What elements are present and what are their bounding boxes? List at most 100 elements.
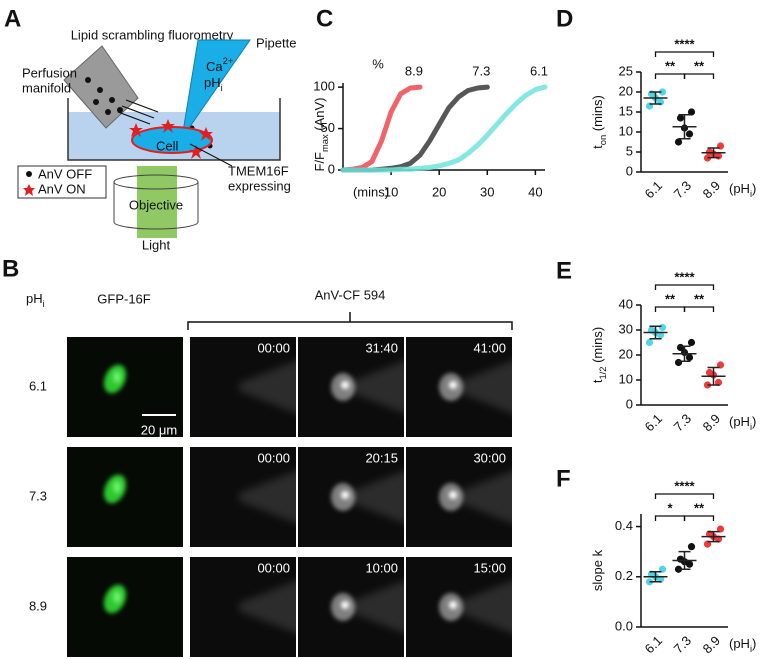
timestamp: 00:00	[257, 560, 290, 575]
significance-bracket	[683, 73, 715, 79]
panel-letter: E	[556, 257, 572, 284]
micrograph-bg	[67, 447, 183, 547]
category-label: 8.9	[700, 411, 723, 434]
x-unit: (pHi)	[729, 636, 756, 654]
y-axis-label-part: (AnV)	[312, 98, 327, 135]
ph-label: pHi	[204, 75, 223, 93]
panel-letter: C	[316, 5, 333, 32]
x-tick-label: 30	[480, 184, 494, 199]
data-point	[685, 353, 694, 362]
legend-box	[17, 165, 107, 199]
pipette-haze	[347, 360, 404, 414]
x-tick-label: 20	[432, 184, 446, 199]
x-tick-label: 10	[384, 184, 398, 199]
error-bar	[649, 91, 662, 105]
x-unit-part: )	[752, 181, 756, 196]
timestamp: 31:40	[365, 340, 398, 355]
tmem-label: TMEM16F	[228, 163, 289, 178]
y-axis-label: t1/2 (mins)	[590, 327, 608, 383]
legend-star	[23, 184, 35, 196]
gfp-core	[113, 591, 121, 603]
x-unit: (pHi)	[729, 414, 756, 432]
gfp-core	[113, 371, 121, 383]
micrograph: 00:00	[190, 337, 296, 437]
significance-bracket	[683, 306, 715, 312]
objective-body	[113, 182, 199, 230]
micrograph: 31:40	[298, 337, 404, 437]
micrograph: 30:00	[406, 447, 512, 547]
series-line	[340, 84, 548, 173]
y-tick-label: 40	[619, 296, 633, 311]
significance-label: **	[694, 500, 705, 515]
tmem-label: expressing	[228, 178, 291, 193]
category-label: 6.1	[642, 178, 665, 201]
micrograph	[67, 337, 183, 437]
y-axis-label-part: t	[590, 145, 605, 149]
data-point	[676, 343, 685, 352]
row-label: 8.9	[29, 598, 47, 613]
y-unit: %	[372, 56, 384, 71]
dish	[67, 98, 281, 161]
row-label: 6.1	[29, 378, 47, 393]
pipette-haze	[455, 470, 512, 524]
gfp-core	[113, 481, 121, 493]
y-tick-label: 0	[626, 163, 633, 178]
anv-spot	[341, 601, 349, 609]
significance-bracket	[654, 493, 715, 499]
anv-spot	[449, 601, 457, 609]
y-tick-label: 10	[619, 123, 633, 138]
manifold-label: Perfusion	[22, 65, 77, 80]
y-tick-label: 100	[313, 79, 335, 94]
legend-dot	[26, 171, 32, 177]
ion-label-part: 2+	[223, 56, 234, 66]
y-tick-label: 30	[619, 321, 633, 336]
manifold-label: manifold	[22, 80, 71, 95]
data-point	[687, 543, 696, 551]
data-point	[685, 130, 694, 138]
pipette	[181, 39, 251, 139]
row-header-part: i	[43, 299, 45, 309]
timestamp: 20:15	[365, 450, 398, 465]
significance-label: ****	[674, 478, 695, 493]
x-unit-part: i	[750, 189, 752, 199]
category-label: 8.9	[700, 178, 723, 201]
panel-letter: B	[2, 255, 19, 282]
significance-bracket	[654, 51, 715, 57]
group-bracket	[187, 312, 513, 330]
y-tick-label: 15	[619, 103, 633, 118]
data-point	[687, 338, 696, 347]
y-axis-label: ton (mins)	[590, 95, 608, 149]
y-tick-label: 25	[619, 63, 633, 78]
light-beam	[137, 166, 177, 238]
x-unit-part: i	[750, 644, 752, 654]
micrograph	[67, 447, 183, 547]
pipette-haze	[347, 470, 404, 524]
significance-bracket	[654, 515, 686, 521]
ion-label-part: Ca	[206, 59, 223, 74]
timestamp: 10:00	[365, 560, 398, 575]
anv-spot	[341, 381, 349, 389]
y-axis-label-part: t	[590, 379, 605, 383]
cell	[131, 126, 213, 154]
data-point	[674, 138, 683, 146]
micrograph-bg	[67, 337, 183, 437]
category-label: 7.3	[671, 411, 694, 434]
data-point	[658, 323, 667, 332]
x-unit-part: )	[752, 414, 756, 429]
error-bar	[678, 114, 691, 140]
x-axis-label: (mins)	[353, 184, 389, 199]
data-point	[645, 338, 654, 347]
objective-label: Objective	[129, 197, 183, 212]
significance-label: ****	[674, 36, 695, 51]
category-label: 6.1	[642, 633, 665, 656]
y-tick-label: 5	[626, 143, 633, 158]
error-bar	[707, 366, 720, 386]
pipette-label: Pipette	[256, 35, 296, 50]
micrograph-bg	[67, 557, 183, 657]
x-unit-part: (pH	[729, 181, 750, 196]
y-axis-label-part: F/F	[312, 152, 327, 172]
timestamp: 00:00	[257, 450, 290, 465]
data-point	[674, 358, 683, 367]
x-unit-part: (pH	[729, 636, 750, 651]
